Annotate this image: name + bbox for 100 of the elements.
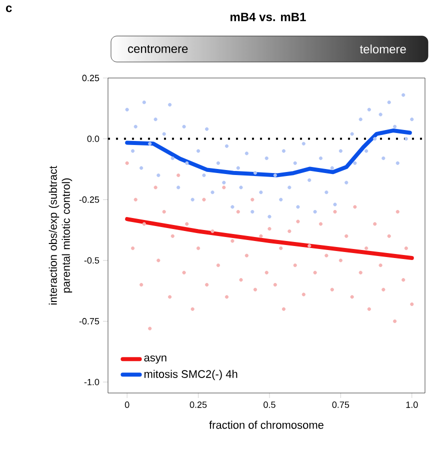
point [162, 132, 166, 136]
point [222, 186, 226, 190]
point [382, 288, 386, 292]
point [308, 178, 312, 182]
point [176, 186, 180, 190]
point [253, 171, 258, 175]
point [236, 166, 240, 170]
point [344, 180, 348, 184]
x-tick-label: 1.0 [406, 402, 418, 408]
point [202, 173, 206, 178]
point [259, 190, 263, 194]
point [239, 278, 243, 282]
point [282, 307, 286, 311]
point [210, 190, 214, 194]
point [293, 263, 297, 268]
point [259, 234, 263, 238]
point [378, 263, 382, 268]
point [288, 229, 292, 234]
point [244, 254, 248, 258]
point [378, 112, 382, 116]
point [205, 127, 209, 131]
point [318, 156, 323, 160]
point [410, 302, 414, 306]
point [176, 173, 180, 178]
point [182, 124, 186, 128]
point [264, 156, 268, 160]
point [279, 246, 283, 250]
y-tick-label: 0.0 [87, 136, 100, 142]
point [148, 142, 152, 146]
chart-title: mB4 vs. mB1 [230, 12, 306, 22]
point [382, 156, 386, 160]
point [393, 124, 397, 128]
x-tick-label: 0 [124, 402, 130, 408]
point [353, 205, 357, 209]
point [140, 166, 144, 170]
point [196, 149, 200, 153]
point [402, 93, 406, 97]
point [364, 149, 368, 153]
y-tick-label: -0.25 [79, 196, 100, 203]
point [185, 161, 189, 165]
point [134, 198, 138, 202]
point [373, 222, 377, 226]
point [140, 282, 144, 287]
point [293, 161, 297, 165]
y-tick-label: 0.25 [82, 74, 100, 82]
point [364, 246, 368, 250]
point [210, 229, 214, 234]
point [288, 186, 292, 190]
point [170, 156, 174, 160]
point [216, 161, 220, 165]
point [404, 246, 408, 250]
y-tick-label: -0.5 [84, 257, 100, 264]
point [387, 100, 391, 104]
point [264, 270, 268, 274]
point [196, 246, 200, 250]
point [308, 244, 312, 248]
point [168, 102, 172, 107]
point [367, 307, 371, 311]
point [296, 205, 300, 209]
text: centromere [128, 45, 188, 53]
point [350, 295, 354, 299]
x-tick-label: 0.75 [332, 402, 350, 408]
point [222, 180, 226, 184]
y-tick-label: -0.75 [79, 318, 100, 324]
point [330, 288, 334, 292]
point [148, 326, 152, 330]
point [313, 210, 317, 214]
point [402, 278, 406, 282]
point [353, 161, 357, 165]
point [162, 210, 166, 214]
point [387, 234, 391, 238]
legend-label: mitosis SMC2(-) 4h [144, 370, 238, 380]
point [268, 227, 272, 231]
point [250, 198, 254, 202]
point [302, 142, 306, 146]
point [154, 118, 158, 122]
x-axis-title: fraction of chromosome [209, 420, 324, 429]
point [205, 282, 209, 287]
text: telomere [360, 44, 406, 54]
point [273, 173, 277, 178]
point [330, 166, 334, 170]
point [156, 173, 160, 178]
point [282, 149, 286, 153]
y-axis-title: interaction obs/exp (subtract parental mitotic control) [48, 166, 72, 304]
point [373, 137, 377, 141]
point [344, 234, 348, 238]
point [125, 161, 129, 165]
point [350, 132, 354, 136]
point [202, 198, 206, 202]
y-tick-label: -1.0 [84, 378, 100, 386]
x-tick-label: 0.25 [190, 402, 207, 408]
point [313, 270, 317, 274]
point [333, 202, 337, 206]
point [273, 282, 277, 287]
point [156, 258, 160, 262]
point [125, 108, 129, 112]
point [168, 295, 172, 299]
point [236, 210, 240, 214]
point [216, 263, 220, 268]
point [396, 161, 400, 165]
